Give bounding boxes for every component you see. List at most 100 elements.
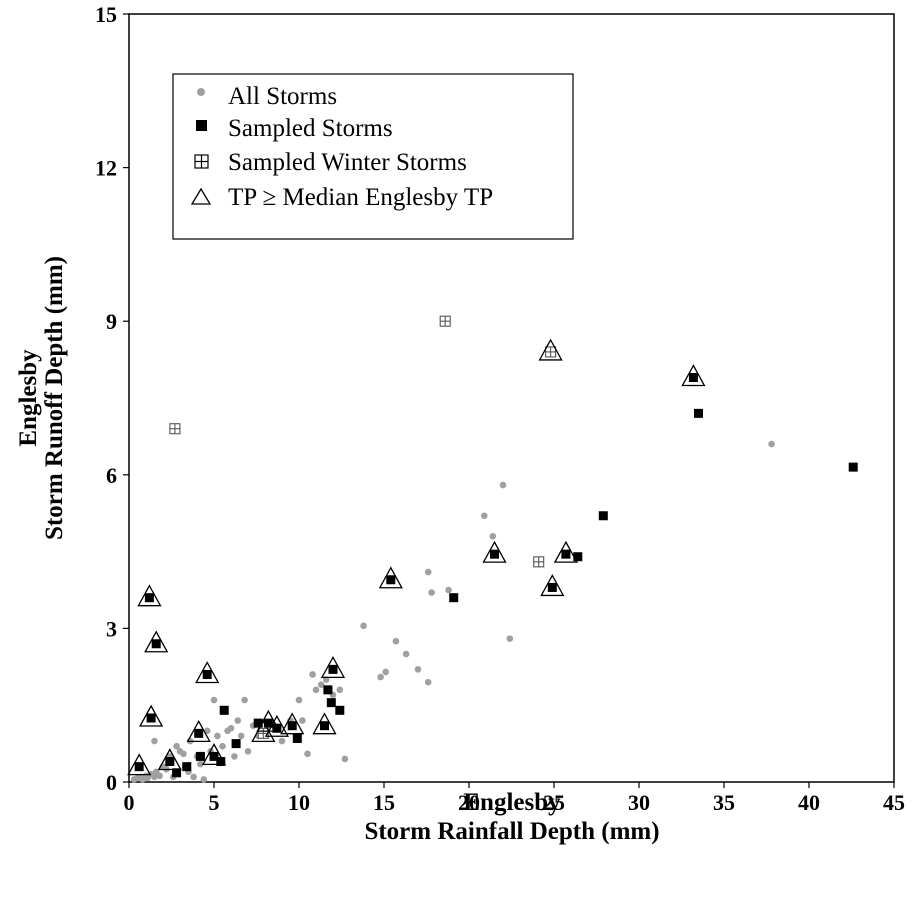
point-all-storms xyxy=(414,666,422,673)
point-sampled-storm xyxy=(194,728,204,738)
y-tick-label: 6 xyxy=(106,463,117,488)
point-sampled-storm xyxy=(326,698,336,708)
point-sampled-storm xyxy=(134,762,144,772)
point-sampled-winter-storm xyxy=(169,423,181,435)
point-all-storms xyxy=(197,760,204,768)
point-tp-median xyxy=(139,704,164,727)
y-axis-title-line-2: Storm Runoff Depth (mm) xyxy=(41,256,68,540)
x-tick-label: 15 xyxy=(373,790,395,815)
point-all-storms xyxy=(499,481,507,489)
point-all-storms xyxy=(203,727,211,735)
y-tick-label: 12 xyxy=(95,156,117,181)
point-all-storms xyxy=(244,747,252,755)
point-tp-median xyxy=(157,748,182,771)
point-sampled-storm xyxy=(292,733,302,743)
point-sampled-storm xyxy=(165,757,175,767)
point-all-storms xyxy=(278,737,286,745)
point-all-storms xyxy=(151,737,158,745)
point-all-storms xyxy=(341,755,349,763)
point-all-storms xyxy=(180,750,187,758)
point-sampled-winter-storm xyxy=(533,556,545,568)
point-all-storms xyxy=(151,773,158,781)
x-axis-title-line-1: Englesby xyxy=(463,789,561,816)
point-tp-median xyxy=(538,338,563,361)
x-tick-label: 30 xyxy=(628,790,650,815)
point-all-storms xyxy=(506,635,514,642)
point-sampled-storm xyxy=(848,462,858,472)
point-all-storms xyxy=(428,589,435,596)
point-sampled-storm xyxy=(694,408,703,418)
point-sampled-storm xyxy=(144,593,154,603)
point-sampled-storm xyxy=(320,721,329,731)
point-tp-median xyxy=(553,540,578,563)
y-tick-label: 15 xyxy=(95,2,117,27)
point-all-storms xyxy=(173,742,180,750)
legend-label-sampled-storms: Sampled Storms xyxy=(228,115,393,142)
point-all-storms xyxy=(234,717,242,724)
point-all-storms xyxy=(214,732,221,740)
plot-area xyxy=(128,13,895,783)
point-tp-median xyxy=(127,753,152,776)
point-sampled-storm xyxy=(323,685,333,695)
point-all-storms xyxy=(237,732,245,740)
point-sampled-storm xyxy=(253,718,263,728)
point-all-storms xyxy=(200,776,208,783)
axis-ticks: 0 5 10 15 20 25 30 35 40 45 0 3 6 9 12 15 xyxy=(95,2,905,815)
point-all-storms xyxy=(481,512,488,520)
legend-marker-tp-median xyxy=(190,187,212,205)
point-all-storms xyxy=(424,678,432,686)
point-sampled-storm xyxy=(328,664,338,674)
point-sampled-storm xyxy=(573,552,583,562)
legend-marker-all-storms xyxy=(197,88,205,96)
point-all-storms xyxy=(309,671,316,678)
point-sampled-storm xyxy=(146,713,156,723)
x-tick-label: 20 xyxy=(458,790,480,815)
point-sampled-storm xyxy=(335,705,345,715)
point-tp-median xyxy=(681,364,706,387)
y-axis-title-line-1: Englesby xyxy=(15,349,42,447)
point-sampled-storm xyxy=(561,549,571,559)
point-sampled-winter-storm xyxy=(439,315,451,327)
point-tp-median xyxy=(540,574,565,597)
point-tp-median xyxy=(144,630,169,653)
point-sampled-winter-storm xyxy=(257,727,269,739)
point-sampled-storm xyxy=(219,705,229,715)
point-all-storms xyxy=(360,622,367,630)
x-tick-label: 40 xyxy=(798,790,820,815)
point-sampled-storm xyxy=(263,718,273,728)
point-sampled-storm xyxy=(195,751,205,761)
point-tp-median xyxy=(320,656,346,679)
legend-label-sampled-winter-storms: Sampled Winter Storms xyxy=(228,149,467,176)
legend-label-tp-median: TP ≥ Median Englesby TP xyxy=(228,184,493,211)
point-tp-median xyxy=(378,566,403,589)
data-points xyxy=(127,315,858,783)
point-all-storms xyxy=(445,586,452,594)
legend: All Storms Sampled Storms Sampled Winter… xyxy=(172,73,574,240)
point-sampled-storm xyxy=(688,373,698,383)
point-sampled-storm xyxy=(547,582,557,592)
y-tick-label: 3 xyxy=(106,616,117,641)
point-all-storms xyxy=(304,750,311,758)
x-tick-label: 25 xyxy=(543,790,565,815)
point-sampled-storm xyxy=(449,593,459,603)
point-all-storms xyxy=(317,681,325,689)
legend-marker-sampled-storms xyxy=(196,120,207,131)
point-sampled-storm xyxy=(287,721,297,731)
legend-marker-sampled-winter-storms xyxy=(194,154,209,169)
x-tick-label: 10 xyxy=(288,790,310,815)
point-tp-median xyxy=(482,540,507,563)
point-all-storms xyxy=(190,773,197,781)
point-sampled-storm xyxy=(202,669,212,679)
point-all-storms xyxy=(210,696,218,704)
point-all-storms xyxy=(227,724,235,732)
y-tick-label: 9 xyxy=(106,309,117,334)
point-all-storms xyxy=(299,717,306,724)
point-sampled-storm xyxy=(231,739,241,749)
legend-box xyxy=(172,73,574,240)
x-axis-title-line-2: Storm Rainfall Depth (mm) xyxy=(364,818,659,845)
point-all-storms xyxy=(336,686,344,694)
point-sampled-winter-storm xyxy=(545,346,557,358)
point-sampled-storm xyxy=(209,751,219,761)
point-sampled-storm xyxy=(272,723,282,733)
point-all-storms xyxy=(295,696,303,704)
